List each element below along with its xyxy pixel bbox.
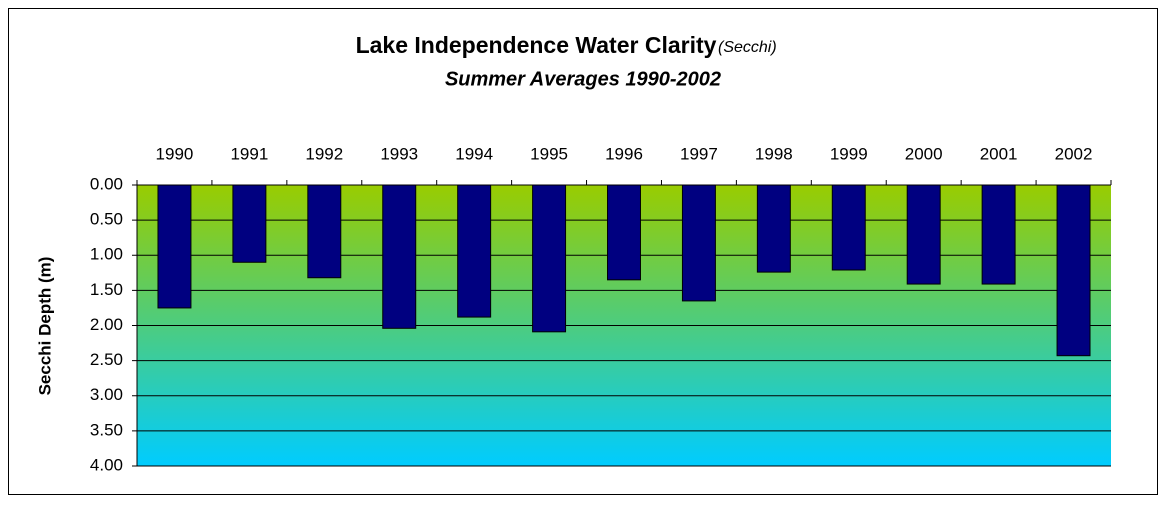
y-tick-label: 2.50 — [90, 350, 123, 369]
bar — [981, 184, 1016, 285]
y-tick-label: 0.00 — [90, 174, 123, 193]
x-tick-label: 1993 — [380, 144, 418, 163]
x-tick-label: 1992 — [305, 144, 343, 163]
bar — [756, 184, 791, 273]
x-tick-label: 2000 — [905, 144, 943, 163]
x-tick-label: 1997 — [680, 144, 718, 163]
x-tick-label: 2001 — [980, 144, 1018, 163]
y-tick-label: 3.00 — [90, 385, 123, 404]
y-tick-label: 1.50 — [90, 280, 123, 299]
bar — [681, 184, 716, 302]
x-tick-label: 1996 — [605, 144, 643, 163]
bar — [906, 184, 941, 285]
bar — [532, 184, 567, 333]
y-tick-label: 0.50 — [90, 210, 123, 229]
bar — [1056, 184, 1091, 357]
x-tick-label: 1999 — [830, 144, 868, 163]
x-tick-label: 1991 — [230, 144, 268, 163]
y-tick-label: 1.00 — [90, 245, 123, 264]
chart-subtitle: Summer Averages 1990-2002 — [445, 68, 721, 90]
bar — [607, 184, 641, 281]
bar — [157, 184, 192, 309]
bar — [382, 184, 417, 329]
y-tick-label: 3.50 — [90, 420, 123, 439]
x-tick-label: 1998 — [755, 144, 793, 163]
x-tick-label: 1990 — [156, 144, 194, 163]
x-tick-label: 1995 — [530, 144, 568, 163]
x-tick-label: 2002 — [1055, 144, 1093, 163]
y-axis-label: Secchi Depth (m) — [35, 257, 54, 396]
bar — [831, 184, 866, 271]
x-tick-label: 1994 — [455, 144, 493, 163]
y-tick-label: 4.00 — [90, 455, 123, 474]
chart-title: Lake Independence Water Clarity — [356, 32, 717, 58]
bar — [307, 184, 342, 279]
chart-title-note: (Secchi) — [718, 39, 777, 56]
bar — [232, 184, 267, 263]
bar — [457, 184, 492, 318]
y-tick-label: 2.00 — [90, 315, 123, 334]
